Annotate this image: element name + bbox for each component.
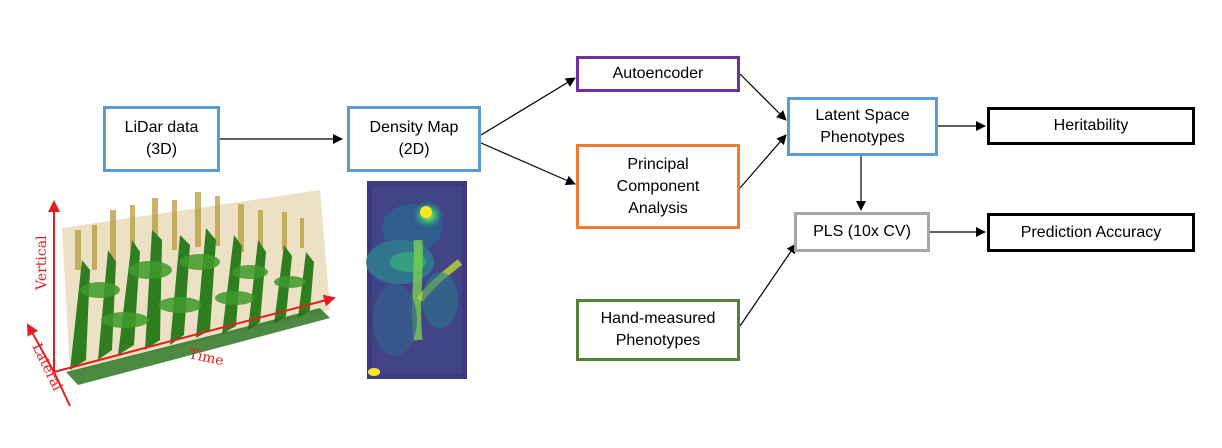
arrow-autoencoder-to-latent xyxy=(739,73,787,121)
density-map-image xyxy=(366,181,467,379)
lateral-axis-arrow xyxy=(27,323,55,373)
arrow-density-to-pca xyxy=(480,142,576,185)
pls-box: PLS (10x CV) xyxy=(794,212,930,252)
heritability-box: Heritability xyxy=(987,107,1195,145)
autoencoder-box: Autoencoder xyxy=(576,56,740,92)
time-axis-arrow xyxy=(53,294,336,373)
density-map-box: Density Map (2D) xyxy=(347,106,481,172)
lateral-axis-label: Lateral xyxy=(28,341,65,394)
time-axis-label: Time xyxy=(187,346,225,369)
vertical-axis-label: Vertical xyxy=(34,235,50,291)
lateral-axis-tail xyxy=(53,371,71,407)
arrow-hand-to-pls xyxy=(739,243,797,327)
latent-space-box: Latent Space Phenotypes xyxy=(787,97,938,156)
arrow-pca-to-latent xyxy=(739,134,787,189)
hand-measured-box: Hand-measured Phenotypes xyxy=(576,299,740,361)
lidar-point-cloud-image xyxy=(62,190,330,385)
arrow-density-to-autoencoder xyxy=(480,77,576,136)
lidar-data-box: LiDar data (3D) xyxy=(103,106,220,172)
pca-box: Principal Component Analysis xyxy=(576,144,740,229)
prediction-accuracy-box: Prediction Accuracy xyxy=(987,213,1195,252)
